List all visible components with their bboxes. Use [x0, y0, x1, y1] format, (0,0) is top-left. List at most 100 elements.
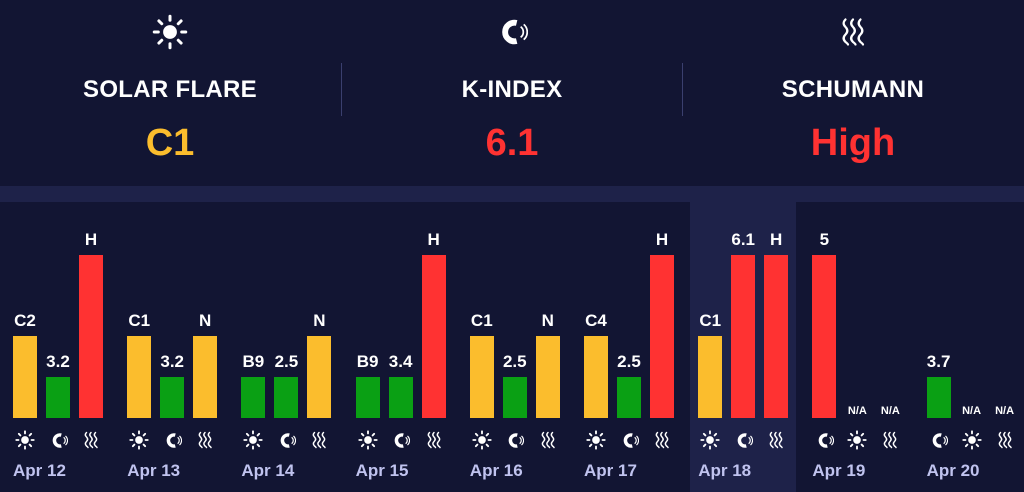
magnet-icon	[342, 14, 682, 50]
sun-icon	[470, 428, 494, 452]
header-divider	[341, 63, 342, 116]
waves-icon	[422, 428, 446, 452]
kindex-bar[interactable]	[160, 377, 185, 418]
waves-icon	[307, 428, 331, 452]
solar-value-label: C2	[14, 311, 36, 330]
schumann-value: High	[810, 122, 896, 164]
day-label[interactable]: Apr 17	[584, 461, 637, 480]
schumann-value-label: N/A	[880, 405, 900, 417]
solar-flare-title: SOLAR FLARE	[83, 76, 257, 103]
kindex-bar[interactable]	[46, 377, 70, 418]
sun-icon	[0, 14, 340, 50]
schumann-value-label: H	[84, 230, 98, 249]
kindex-bar[interactable]	[812, 255, 837, 418]
schumann-bar[interactable]	[421, 255, 446, 418]
magnet-icon	[274, 428, 298, 452]
waves-icon	[193, 428, 217, 452]
waves-icon	[536, 428, 560, 452]
schumann-value-label: H	[427, 230, 440, 249]
sun-icon	[356, 428, 380, 452]
schumann-bar[interactable]	[650, 255, 674, 418]
kindex-bar[interactable]	[388, 377, 413, 418]
schumann-value-label: H	[655, 230, 669, 249]
header-divider	[682, 63, 683, 116]
sun-icon	[241, 428, 265, 452]
solar-flare-panel[interactable]: SOLAR FLARE C1	[0, 0, 340, 186]
solar-value-label: C1	[470, 311, 493, 330]
schumann-bar[interactable]	[307, 336, 332, 418]
waves-icon	[993, 428, 1017, 452]
solar-bar[interactable]	[355, 377, 380, 418]
magnet-icon	[812, 428, 836, 452]
kindex-bar[interactable]	[502, 377, 527, 418]
kindex-bar[interactable]	[274, 377, 299, 418]
day-label[interactable]: Apr 20	[926, 461, 980, 480]
solar-value-label: N/A	[962, 405, 982, 417]
solar-bar[interactable]	[13, 336, 37, 418]
day-label[interactable]: Apr 13	[127, 461, 181, 480]
magnet-icon	[389, 428, 413, 452]
schumann-panel[interactable]: SCHUMANN High	[683, 0, 1023, 186]
sun-icon	[845, 428, 869, 452]
magnet-icon	[160, 428, 184, 452]
sun-icon	[127, 428, 151, 452]
magnet-icon	[927, 428, 951, 452]
schumann-value-label: N	[541, 311, 554, 330]
schumann-value-label: N/A	[995, 405, 1015, 417]
kindex-bar[interactable]	[731, 255, 756, 418]
solar-bar[interactable]	[241, 377, 266, 418]
solar-value-label: N/A	[847, 405, 867, 417]
schumann-bar[interactable]	[193, 336, 218, 418]
solar-flare-value: C1	[145, 122, 195, 164]
schumann-title: SCHUMANN	[781, 76, 925, 103]
magnet-icon	[731, 428, 755, 452]
current-conditions-header: SOLAR FLARE C1 K-INDEX 6.1 SCHUMANN	[0, 0, 1024, 186]
schumann-value-label: N	[199, 311, 212, 330]
schumann-bar[interactable]	[535, 336, 560, 418]
solar-bar[interactable]	[127, 336, 152, 418]
solar-bar[interactable]	[584, 336, 608, 418]
waves-icon	[764, 428, 788, 452]
sun-icon	[13, 428, 37, 452]
kindex-value-label: 2.5	[274, 352, 299, 371]
schumann-value-label: N	[313, 311, 326, 330]
day-label[interactable]: Apr 16	[469, 461, 523, 480]
magnet-icon	[503, 428, 527, 452]
sun-icon	[584, 428, 608, 452]
k-index-value: 6.1	[485, 122, 539, 164]
schumann-bar[interactable]	[79, 255, 103, 418]
magnet-icon	[617, 428, 641, 452]
waves-icon	[650, 428, 674, 452]
waves-icon	[878, 428, 902, 452]
day-label[interactable]: Apr 14	[241, 461, 295, 480]
schumann-bar[interactable]	[764, 255, 789, 418]
day-label[interactable]: Apr 18	[698, 461, 752, 480]
kindex-value-label: 3.2	[160, 352, 184, 371]
kindex-value-label: 3.2	[46, 352, 70, 371]
solar-bar[interactable]	[469, 336, 494, 418]
day-label[interactable]: Apr 15	[355, 461, 409, 480]
k-index-panel[interactable]: K-INDEX 6.1	[342, 0, 682, 186]
day-label[interactable]: Apr 12	[13, 461, 66, 480]
solar-value-label: C4	[585, 311, 607, 330]
sun-icon	[960, 428, 984, 452]
solar-value-label: B9	[242, 352, 265, 371]
kindex-value-label: 3.7	[926, 352, 951, 371]
sun-icon	[698, 428, 722, 452]
section-separator	[0, 186, 1024, 202]
kindex-value-label: 2.5	[502, 352, 527, 371]
kindex-bar[interactable]	[926, 377, 951, 418]
solar-value-label: C1	[128, 311, 151, 330]
solar-value-label: C1	[699, 311, 722, 330]
magnet-icon	[46, 428, 70, 452]
solar-value-label: B9	[356, 352, 379, 371]
waves-icon	[79, 428, 103, 452]
solar-bar[interactable]	[698, 336, 723, 418]
kindex-bar[interactable]	[617, 377, 641, 418]
kindex-value-label: 3.4	[388, 352, 413, 371]
day-label[interactable]: Apr 19	[812, 461, 866, 480]
kindex-value-label: 5	[819, 230, 830, 249]
schumann-value-label: H	[770, 230, 783, 249]
k-index-title: K-INDEX	[461, 76, 563, 103]
waves-icon	[683, 14, 1023, 50]
